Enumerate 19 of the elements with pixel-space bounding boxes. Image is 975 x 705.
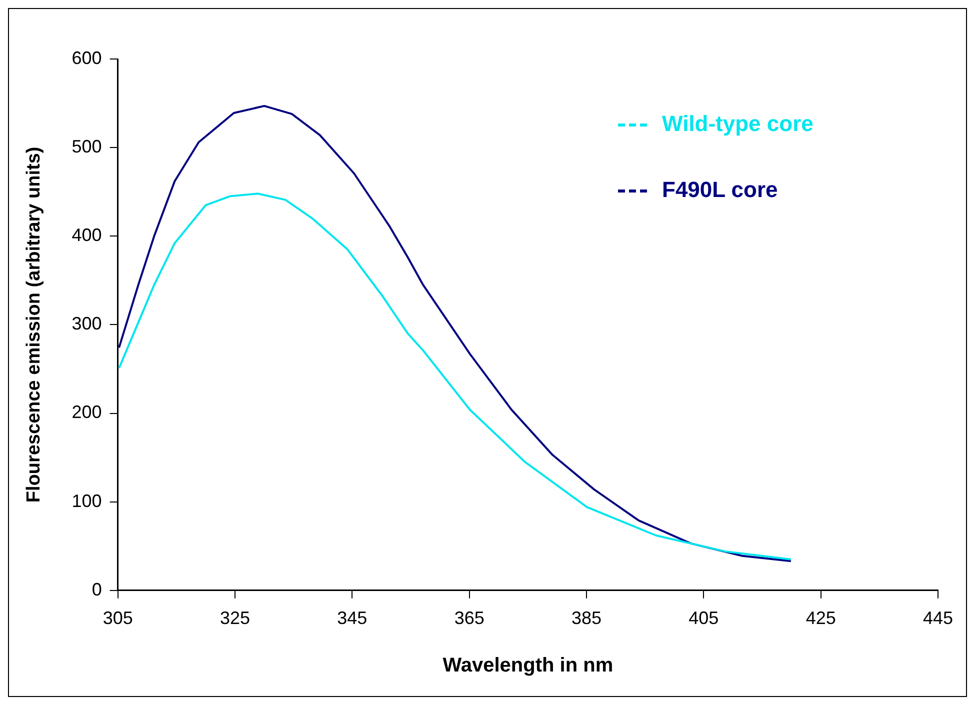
legend-label: Wild-type core xyxy=(662,111,814,136)
y-tick-label: 100 xyxy=(72,490,102,511)
legend-label: F490L core xyxy=(662,177,778,202)
x-tick-label: 405 xyxy=(688,608,719,628)
x-tick-label: 445 xyxy=(922,608,954,628)
y-tick-label: 600 xyxy=(72,48,102,68)
x-tick-label: 365 xyxy=(454,608,484,628)
y-axis-title: Flourescence emission (arbitrary units) xyxy=(24,146,45,503)
y-tick-label: 400 xyxy=(72,225,102,246)
y-tick-label: 200 xyxy=(72,402,102,422)
x-tick-label: 425 xyxy=(806,608,836,628)
y-tick-label: 500 xyxy=(72,136,102,157)
y-tick-label: 0 xyxy=(92,579,102,600)
x-tick-label: 345 xyxy=(337,608,368,628)
x-tick-label: 385 xyxy=(571,608,602,628)
x-tick-label: 325 xyxy=(220,608,250,628)
y-tick-label: 300 xyxy=(72,314,102,334)
x-tick-label: 305 xyxy=(102,608,133,628)
x-axis-title: Wavelength in nm xyxy=(442,654,614,677)
